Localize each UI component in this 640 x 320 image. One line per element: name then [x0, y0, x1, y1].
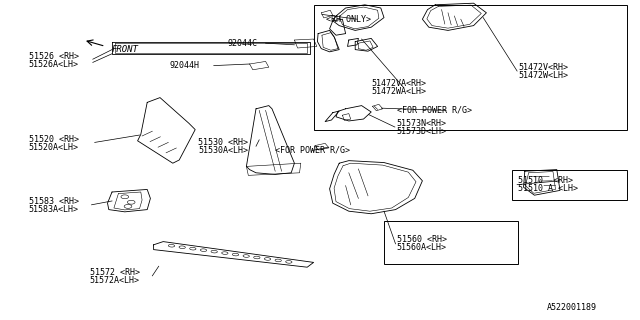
- Bar: [314, 5, 627, 130]
- Text: 51560 <RH>: 51560 <RH>: [397, 236, 447, 244]
- Text: <FOR POWER R/G>: <FOR POWER R/G>: [275, 146, 350, 155]
- Text: FRONT: FRONT: [112, 45, 139, 54]
- Text: 51572A<LH>: 51572A<LH>: [90, 276, 140, 285]
- Bar: [512, 170, 627, 200]
- Text: <RH ONLY>: <RH ONLY>: [326, 15, 371, 24]
- Text: 92044C: 92044C: [227, 39, 257, 48]
- Text: 51526A<LH>: 51526A<LH>: [29, 60, 79, 68]
- Text: 51520A<LH>: 51520A<LH>: [29, 143, 79, 152]
- Text: 51520 <RH>: 51520 <RH>: [29, 135, 79, 144]
- Text: 51560A<LH>: 51560A<LH>: [397, 244, 447, 252]
- Text: 51530 <RH>: 51530 <RH>: [198, 138, 248, 147]
- Text: 51472VA<RH>: 51472VA<RH>: [371, 79, 426, 88]
- Text: 51472V<RH>: 51472V<RH>: [518, 63, 568, 72]
- Text: A522001189: A522001189: [547, 303, 597, 312]
- Text: 92044H: 92044H: [170, 61, 200, 70]
- Text: 51573N<RH>: 51573N<RH>: [397, 119, 447, 128]
- Text: 51472WA<LH>: 51472WA<LH>: [371, 87, 426, 96]
- Text: <FOR POWER R/G>: <FOR POWER R/G>: [397, 106, 472, 115]
- Text: 51572 <RH>: 51572 <RH>: [90, 268, 140, 277]
- Text: 51510 A <LH>: 51510 A <LH>: [518, 184, 579, 193]
- Bar: [384, 221, 518, 264]
- Text: 51510  <RH>: 51510 <RH>: [518, 176, 573, 185]
- Text: 51583 <RH>: 51583 <RH>: [29, 197, 79, 206]
- Text: 51573D<LH>: 51573D<LH>: [397, 127, 447, 136]
- Text: 51472W<LH>: 51472W<LH>: [518, 71, 568, 80]
- Text: 51526 <RH>: 51526 <RH>: [29, 52, 79, 60]
- Text: 51530A<LH>: 51530A<LH>: [198, 146, 248, 155]
- Text: 51583A<LH>: 51583A<LH>: [29, 205, 79, 214]
